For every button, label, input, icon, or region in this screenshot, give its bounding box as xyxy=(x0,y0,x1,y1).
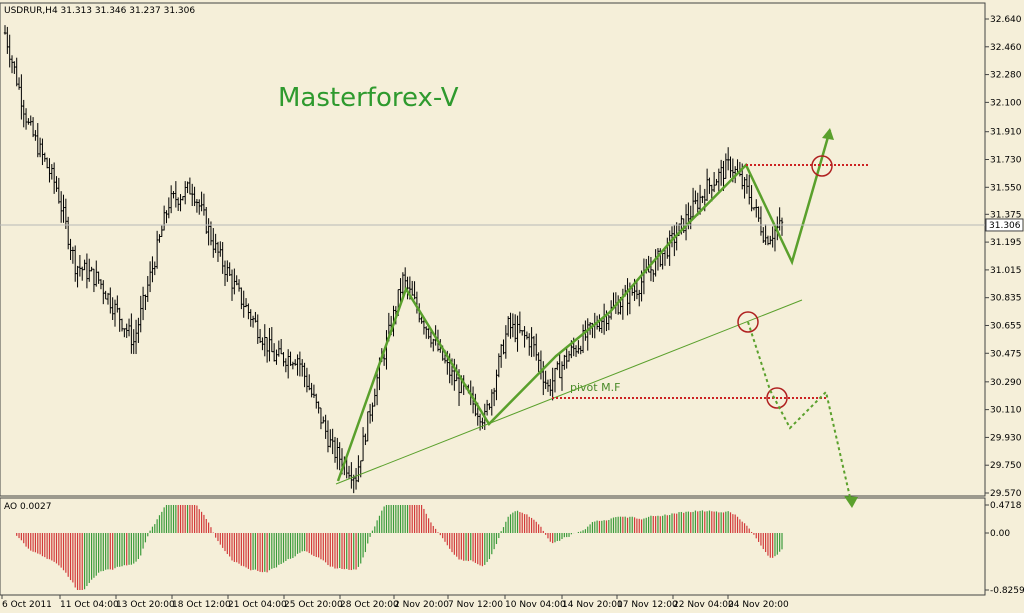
time-tick-label: 21 Oct 04:00 xyxy=(228,600,287,610)
time-tick-label: 25 Oct 20:00 xyxy=(284,600,343,610)
ao-tick-label: 0.00 xyxy=(990,529,1010,539)
price-tick-label: 31.375 xyxy=(990,210,1022,220)
alt-arrow-head xyxy=(844,496,858,508)
time-tick-label: 13 Oct 20:00 xyxy=(116,600,175,610)
time-tick-label: 7 Nov 12:00 xyxy=(448,600,503,610)
main-panel-frame xyxy=(0,2,986,497)
time-tick-label: 17 Nov 12:00 xyxy=(617,600,678,610)
last-price-marker: 31.306 xyxy=(0,218,1024,232)
time-tick-label: 2 Nov 20:00 xyxy=(394,600,449,610)
ao-tick-label: -0.8259 xyxy=(990,586,1024,596)
price-tick-label: 32.640 xyxy=(990,15,1022,25)
candles xyxy=(3,25,784,494)
price-axis: 32.640 32.460 32.280 32.100 31.910 31.730 31.5… xyxy=(985,15,1022,499)
price-tick-label: 29.570 xyxy=(990,489,1022,499)
wave-pattern-line xyxy=(336,129,832,482)
time-tick-label: 22 Nov 04:00 xyxy=(673,600,734,610)
ao-histogram xyxy=(16,505,783,590)
price-tick-label: 31.195 xyxy=(990,238,1022,248)
price-tick-label: 32.100 xyxy=(990,98,1022,108)
ao-label: AO 0.0027 xyxy=(4,502,51,512)
last-price-box xyxy=(985,218,1024,232)
time-tick-label: 14 Nov 20:00 xyxy=(562,600,623,610)
ao-axis: 0.4718 0.00 -0.8259 xyxy=(985,501,1024,596)
price-tick-label: 32.280 xyxy=(990,71,1022,81)
pivot-label: pivot M.F xyxy=(570,381,620,394)
time-tick-label: 11 Oct 04:00 xyxy=(60,600,119,610)
price-tick-label: 29.930 xyxy=(990,433,1022,443)
price-tick-label: 30.110 xyxy=(990,406,1022,416)
target-circle-upper xyxy=(811,155,833,177)
time-tick-label: 10 Nov 04:00 xyxy=(505,600,566,610)
target-circle-pivot xyxy=(766,387,788,409)
price-tick-label: 31.910 xyxy=(990,128,1022,138)
analysis-overlays xyxy=(335,128,868,508)
ao-panel-frame xyxy=(0,497,986,596)
brand-title: Masterforex-V xyxy=(278,83,459,113)
time-tick-label: 6 Oct 2011 xyxy=(2,600,52,610)
symbol-header: USDRUR,H4 31.313 31.346 31.237 31.306 xyxy=(4,6,195,16)
time-tick-label: 24 Nov 20:00 xyxy=(728,600,789,610)
price-tick-label: 31.015 xyxy=(990,266,1022,276)
last-price-label: 31.306 xyxy=(989,221,1021,231)
time-tick-label: 28 Oct 20:00 xyxy=(340,600,399,610)
price-tick-label: 30.655 xyxy=(990,321,1022,331)
target-circle-trend xyxy=(737,311,759,333)
price-tick-label: 32.460 xyxy=(990,43,1022,53)
wave-arrow-head xyxy=(822,128,834,140)
price-tick-label: 31.730 xyxy=(990,156,1022,166)
ao-tick-label: 0.4718 xyxy=(990,501,1022,511)
alt-scenario-line xyxy=(747,321,853,507)
time-tick-label: 18 Oct 12:00 xyxy=(172,600,231,610)
price-tick-label: 30.475 xyxy=(990,349,1022,359)
price-tick-label: 30.290 xyxy=(990,378,1022,388)
price-tick-label: 29.750 xyxy=(990,461,1022,471)
price-tick-label: 31.550 xyxy=(990,183,1022,193)
trend-line xyxy=(335,299,803,485)
price-tick-label: 30.835 xyxy=(990,294,1022,304)
